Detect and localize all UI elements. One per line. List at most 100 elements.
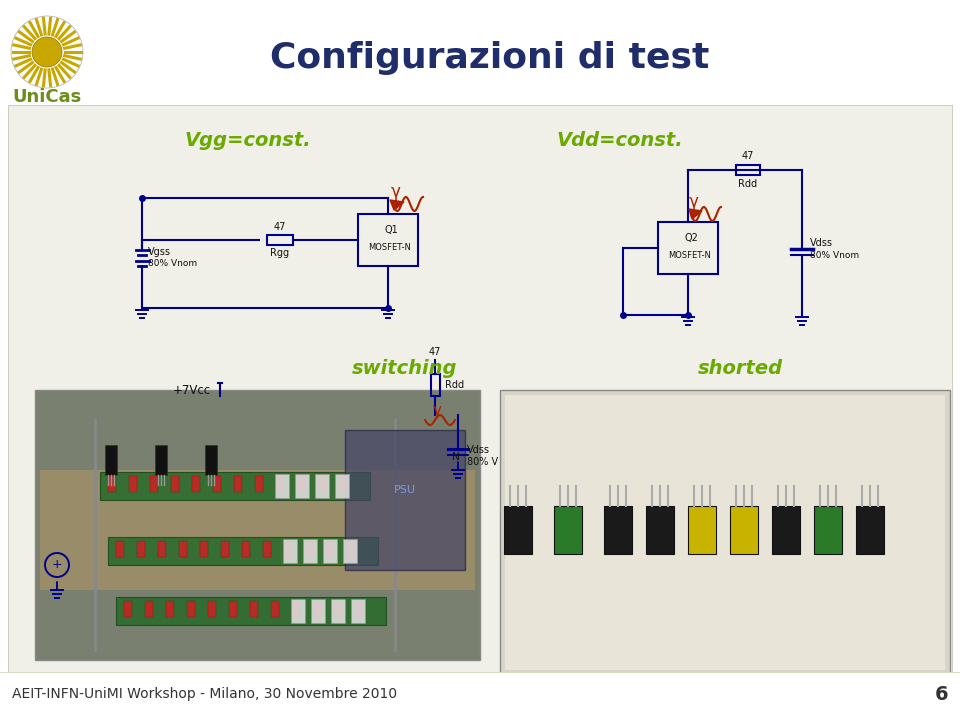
- Text: Rgg: Rgg: [271, 248, 290, 258]
- Bar: [292, 601, 300, 617]
- Bar: [646, 506, 674, 554]
- Bar: [192, 476, 200, 492]
- Text: 47: 47: [742, 151, 755, 161]
- Bar: [334, 601, 342, 617]
- Bar: [345, 430, 465, 570]
- Polygon shape: [390, 200, 404, 210]
- Text: 80% V: 80% V: [467, 457, 498, 467]
- Bar: [108, 476, 116, 492]
- Text: γ: γ: [433, 403, 442, 418]
- Bar: [213, 476, 221, 492]
- Text: Rdd: Rdd: [445, 380, 464, 390]
- Bar: [250, 601, 258, 617]
- Bar: [275, 474, 289, 498]
- Text: 47: 47: [274, 222, 286, 232]
- Bar: [242, 541, 250, 557]
- Bar: [295, 474, 309, 498]
- Text: AEIT-INFN-UniMI Workshop - Milano, 30 Novembre 2010: AEIT-INFN-UniMI Workshop - Milano, 30 No…: [12, 687, 397, 701]
- Bar: [500, 390, 950, 675]
- Bar: [347, 541, 355, 557]
- Bar: [343, 539, 357, 563]
- Bar: [145, 601, 153, 617]
- Text: +7Vcc: +7Vcc: [173, 383, 211, 396]
- Text: MOSFET-N: MOSFET-N: [668, 252, 711, 260]
- Bar: [303, 539, 317, 563]
- Bar: [116, 541, 124, 557]
- Bar: [267, 235, 293, 245]
- Bar: [8, 105, 952, 713]
- Bar: [284, 541, 292, 557]
- Bar: [129, 476, 137, 492]
- Bar: [505, 395, 945, 670]
- Text: 47: 47: [429, 347, 442, 357]
- Text: switching: switching: [352, 359, 458, 377]
- Bar: [339, 476, 347, 492]
- Text: UniCas: UniCas: [12, 88, 82, 106]
- Circle shape: [11, 16, 83, 88]
- Text: PSU: PSU: [394, 485, 416, 495]
- Bar: [305, 541, 313, 557]
- Bar: [205, 445, 217, 475]
- Bar: [271, 601, 279, 617]
- Bar: [40, 470, 475, 590]
- Bar: [171, 476, 179, 492]
- Bar: [311, 599, 325, 623]
- Bar: [331, 599, 345, 623]
- Bar: [187, 601, 195, 617]
- Bar: [318, 476, 326, 492]
- Bar: [124, 601, 132, 617]
- Bar: [554, 506, 582, 554]
- Bar: [137, 541, 145, 557]
- Bar: [100, 472, 370, 500]
- Bar: [358, 214, 418, 266]
- Text: γ: γ: [689, 193, 699, 211]
- Bar: [355, 601, 363, 617]
- Bar: [158, 541, 166, 557]
- Bar: [35, 390, 480, 660]
- Bar: [730, 506, 758, 554]
- Bar: [105, 445, 117, 475]
- Bar: [335, 474, 349, 498]
- Text: Q2: Q2: [684, 233, 698, 243]
- Bar: [351, 599, 365, 623]
- Bar: [116, 597, 386, 625]
- Bar: [234, 476, 242, 492]
- Bar: [313, 601, 321, 617]
- Bar: [200, 541, 208, 557]
- Bar: [430, 374, 440, 396]
- Bar: [150, 476, 158, 492]
- Bar: [326, 541, 334, 557]
- Text: +: +: [52, 559, 62, 572]
- Bar: [0, 672, 960, 719]
- Bar: [291, 599, 305, 623]
- Text: γ: γ: [391, 183, 401, 201]
- Bar: [166, 601, 174, 617]
- Bar: [323, 539, 337, 563]
- Text: Rdd: Rdd: [738, 179, 757, 189]
- Text: MOSFET-N: MOSFET-N: [369, 244, 412, 252]
- Bar: [297, 476, 305, 492]
- Polygon shape: [689, 209, 702, 219]
- Bar: [263, 541, 271, 557]
- Bar: [276, 476, 284, 492]
- Circle shape: [32, 37, 62, 67]
- Bar: [179, 541, 187, 557]
- Bar: [283, 539, 297, 563]
- Text: shorted: shorted: [697, 359, 782, 377]
- Bar: [108, 537, 378, 565]
- Bar: [856, 506, 884, 554]
- Bar: [688, 506, 716, 554]
- Text: 80% Vnom: 80% Vnom: [810, 250, 859, 260]
- Bar: [772, 506, 800, 554]
- Text: 6: 6: [934, 684, 948, 703]
- Text: N: N: [452, 452, 460, 462]
- Text: Configurazioni di test: Configurazioni di test: [271, 41, 709, 75]
- Bar: [814, 506, 842, 554]
- Bar: [736, 165, 760, 175]
- Bar: [658, 222, 718, 274]
- Bar: [221, 541, 229, 557]
- Bar: [255, 476, 263, 492]
- Text: Vgss: Vgss: [148, 247, 171, 257]
- Text: Q1: Q1: [384, 225, 397, 235]
- Text: Vgg=const.: Vgg=const.: [184, 131, 311, 150]
